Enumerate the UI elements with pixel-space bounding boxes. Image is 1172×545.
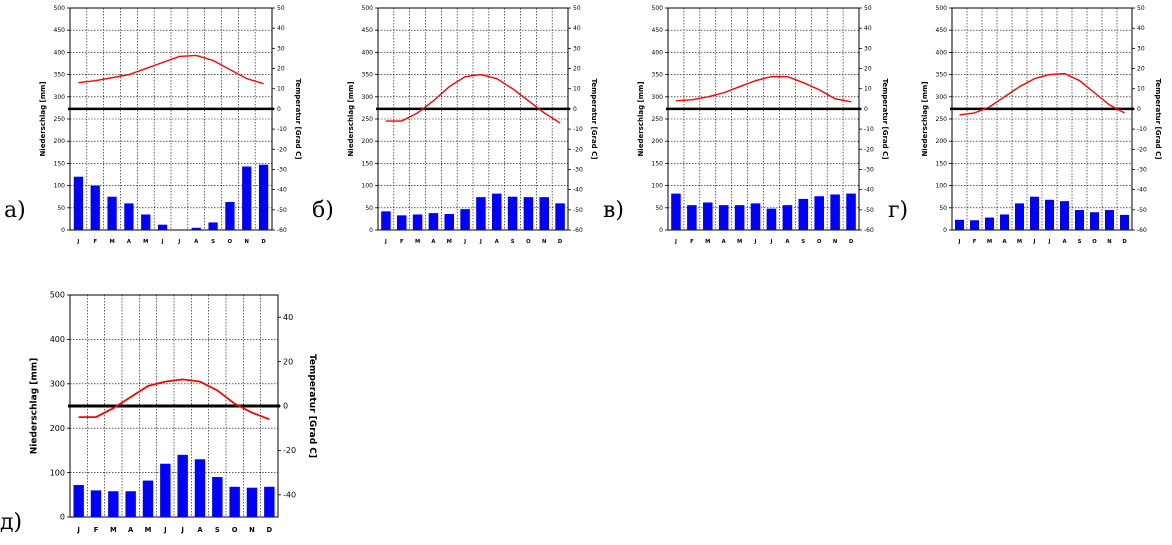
precip-bar-8 [195,459,205,517]
left-tick-label: 200 [50,424,65,433]
right-tick-label: 0 [283,402,288,411]
month-label: N [249,526,255,534]
precip-bar-12 [264,487,274,517]
month-label: J [180,526,184,534]
month-label: J [76,526,80,534]
precip-bar-6 [160,464,170,517]
right-tick-label: 40 [283,313,293,322]
right-axis-title: Temperatur [Grad C] [307,354,317,458]
month-label: A [128,526,134,534]
left-axis-ticks: 0 100 200 300 400 500 [50,291,70,522]
month-label: A [197,526,203,534]
precip-bar-7 [177,455,187,517]
right-tick-label: 20 [283,357,293,366]
left-tick-label: 300 [50,379,65,388]
left-tick-label: 100 [50,468,65,477]
left-tick-label: 0 [60,513,65,522]
precip-bar-2 [91,490,101,517]
month-label: M [145,526,152,534]
precip-bar-11 [247,488,257,517]
month-labels: JFMAMJJASOND [76,526,272,534]
month-label: M [110,526,117,534]
left-tick-label: 400 [50,335,65,344]
panel-label-d: д) [0,512,22,534]
left-axis-title: Niederschlag [mm] [29,358,39,455]
month-label: S [215,526,220,534]
left-tick-label: 500 [50,291,65,300]
month-label: F [94,526,99,534]
precip-bar-3 [108,491,118,517]
right-tick-label: -20 [283,446,296,455]
precip-bar-10 [229,487,239,517]
month-label: J [163,526,167,534]
precip-bar-5 [143,481,153,517]
precip-bar-1 [73,485,83,517]
precip-bar-4 [125,491,135,517]
month-label: O [232,526,238,534]
right-axis-ticks: -40 -20 0 20 40 [278,313,296,500]
month-label: D [267,526,273,534]
precip-bar-9 [212,477,222,517]
right-tick-label: -40 [283,490,296,499]
